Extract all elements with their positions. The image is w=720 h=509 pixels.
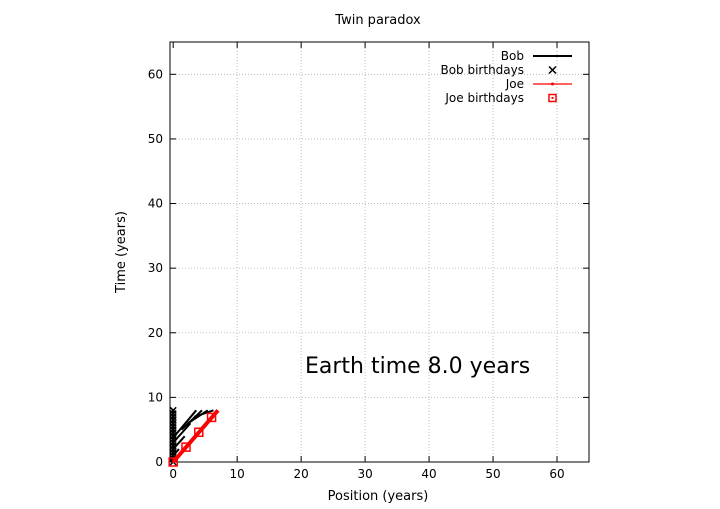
square-marker-dot xyxy=(197,431,200,434)
x-tick-label: 30 xyxy=(357,467,372,481)
bob-birthday-marker xyxy=(169,406,177,414)
chart-title: Twin paradox xyxy=(334,13,421,28)
square-marker-dot xyxy=(210,416,213,419)
joe-birthday-marker xyxy=(181,442,191,452)
square-marker-dot xyxy=(184,446,187,449)
plot-frame xyxy=(169,41,590,463)
legend-label: Bob birthdays xyxy=(440,63,524,77)
simultaneity-line xyxy=(193,409,214,418)
x-tick-label: 10 xyxy=(230,467,245,481)
axes xyxy=(169,41,590,463)
square-marker-outer xyxy=(194,427,204,438)
legend-label: Bob xyxy=(501,49,524,63)
square-marker-outer xyxy=(206,412,217,423)
legend-sample-dot xyxy=(551,82,554,86)
joe-birthday-marker xyxy=(194,427,204,438)
square-marker-outer xyxy=(168,457,178,467)
legend-label: Joe xyxy=(505,77,524,91)
x-marker-stroke xyxy=(169,406,177,414)
simultaneity-line xyxy=(173,409,197,437)
y-axis-label: Time (years) xyxy=(114,211,129,294)
grid xyxy=(170,42,589,462)
legend-sample-square xyxy=(548,93,557,103)
y-tick-label: 0 xyxy=(155,455,163,469)
series xyxy=(168,406,220,467)
simultaneity-lines xyxy=(172,409,214,457)
x-marker-stroke xyxy=(548,65,557,75)
x-tick-label: 40 xyxy=(421,467,436,481)
y-tick-label: 30 xyxy=(148,261,163,275)
x-tick-label: 0 xyxy=(169,467,177,481)
y-tick-label: 10 xyxy=(148,390,163,404)
x-tick-label: 60 xyxy=(549,467,564,481)
joe-birthday-marker xyxy=(206,412,217,423)
square-marker-outer xyxy=(181,442,191,452)
x-axis-label: Position (years) xyxy=(328,489,429,504)
square-marker-dot xyxy=(551,97,554,99)
legend-sample-x xyxy=(548,65,557,75)
y-tick-label: 50 xyxy=(148,132,163,146)
x-tick-label: 20 xyxy=(293,467,308,481)
square-marker-outer xyxy=(548,93,557,103)
y-tick-label: 40 xyxy=(148,197,163,211)
tick-labels: 0 10 20 30 40 50 60 0 10 20 30 40 50 60 xyxy=(148,67,565,481)
legend-label: Joe birthdays xyxy=(444,91,524,105)
y-tick-label: 60 xyxy=(148,67,163,81)
y-tick-label: 20 xyxy=(148,326,163,340)
joe-birthday-marker xyxy=(168,457,178,467)
square-marker-dot xyxy=(172,461,175,463)
annotation: Earth time 8.0 years xyxy=(305,354,530,379)
simultaneity-line xyxy=(172,422,192,444)
x-tick-label: 50 xyxy=(485,467,500,481)
